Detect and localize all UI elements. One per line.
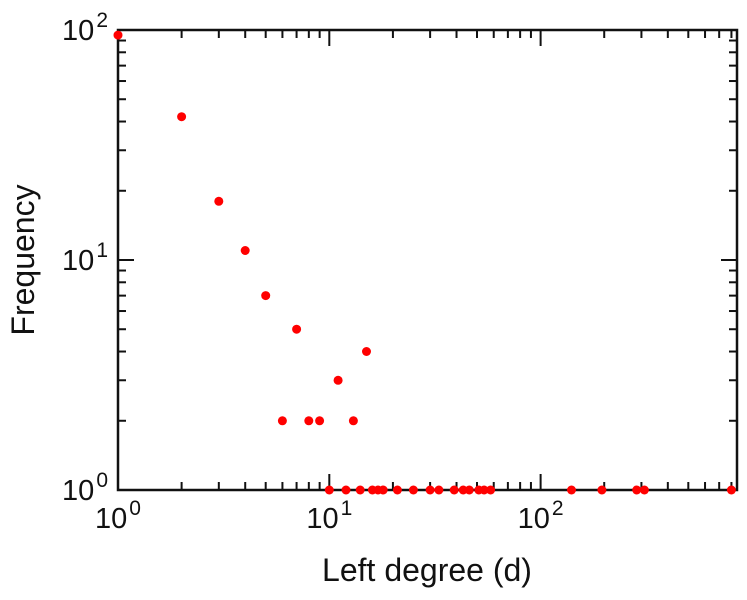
data-point [362,347,371,356]
x-tick-label: 102 [518,497,564,535]
data-point [597,485,607,495]
data-point [177,112,187,122]
data-point [392,485,402,495]
data-point [567,485,576,495]
data-point [277,416,287,426]
y-tick-label: 102 [62,9,108,47]
data-point [434,485,444,495]
data-point [315,416,325,426]
y-axis-label: Frequency [5,184,41,335]
data-point [464,485,474,495]
data-point [486,485,496,495]
data-point [113,30,123,40]
data-point [639,485,649,495]
data-point [240,246,250,255]
data-point [726,485,736,495]
data-point [408,485,418,495]
data-point [324,485,334,495]
plot-frame [116,28,739,492]
data-point [425,485,435,495]
data-point [341,485,351,495]
data-point [214,196,224,206]
axis-tick-labels: 100 101 102 100 101 102 [62,9,564,535]
x-tick-label: 101 [306,497,352,535]
data-point [292,324,302,334]
x-tick-label: 100 [95,497,141,535]
data-point [449,485,459,495]
axis-ticks [117,29,737,491]
data-point [355,485,365,495]
data-point [378,485,388,495]
y-tick-label: 101 [62,239,108,277]
data-point [261,291,271,301]
data-points [113,30,736,495]
data-point [348,416,358,426]
y-tick-label: 100 [62,469,108,507]
x-axis-label: Left degree (d) [322,552,532,588]
data-point [479,485,489,495]
data-point [333,375,343,385]
data-point [304,416,314,426]
data-point [632,485,642,495]
